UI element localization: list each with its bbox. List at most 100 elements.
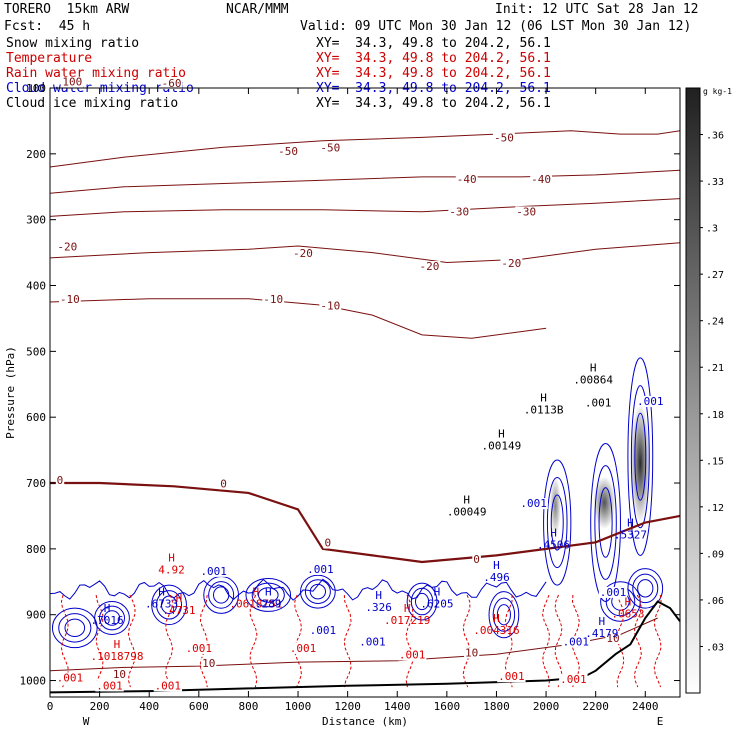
x-tick-label: 2400: [632, 700, 659, 713]
isotherm-line: [49, 242, 681, 264]
contour-label: .001: [359, 635, 386, 648]
contour-label-bg: [323, 537, 333, 549]
colorbar-tick-label: .27: [706, 270, 724, 281]
rain-water-contour: [294, 594, 303, 688]
contour-labels: -50 -50 -50 -40 -40 -30 -30 -20 -20 -20 -20 -10 -10 -…: [55, 76, 665, 692]
rain-water-contour: [199, 594, 208, 688]
rain-water-contour: [165, 594, 174, 688]
cloud-water-contour: [103, 610, 121, 626]
max-marker: H: [158, 586, 165, 599]
contour-label: .001: [290, 642, 317, 655]
max-value-label: .326: [365, 601, 392, 614]
cloud-water-contour: [410, 587, 434, 616]
contour-label: -20: [293, 247, 313, 260]
max-marker: H: [599, 615, 606, 628]
contour-label-bg: [277, 145, 300, 157]
contour-label: .001: [498, 670, 525, 683]
contour-label: -10: [60, 293, 80, 306]
contour-label: .001: [307, 563, 334, 576]
max-marker: H: [498, 428, 505, 441]
x-tick-label: 1200: [334, 700, 361, 713]
colorbar-tick-label: .36: [706, 131, 724, 142]
contour-label-bg: [262, 293, 285, 305]
snow-shade-column: [549, 476, 561, 536]
max-marker: H: [550, 526, 557, 539]
plot-frame: [49, 87, 681, 698]
max-marker: H: [434, 586, 441, 599]
colorbar-tick-label: .21: [706, 363, 724, 374]
max-value-label: .6733: [145, 598, 178, 611]
east-label: E: [657, 715, 664, 728]
contour-label-bg: [583, 397, 613, 409]
isotherm-line: [49, 169, 681, 194]
contour-label: .001: [563, 635, 590, 648]
max-value-label: .00049: [447, 505, 487, 518]
y-tick-label: 200: [26, 148, 46, 161]
max-value-label: 4.92: [158, 563, 185, 576]
contour-label-bg: [55, 672, 85, 684]
contour-label-bg: [598, 586, 628, 598]
max-marker: H: [265, 586, 272, 599]
isotherm-line: [49, 198, 681, 217]
contour-label: .001: [585, 396, 612, 409]
x-tick-label: 0: [47, 700, 54, 713]
max-value-label: .0113B: [524, 403, 564, 416]
contour-label: .001: [520, 497, 547, 510]
contour-label: .001: [399, 648, 426, 661]
isotherm-line: [49, 130, 681, 168]
contour-label-bg: [219, 478, 228, 490]
cloud-water-contour: [208, 581, 235, 609]
org-label: NCAR/MMM: [226, 2, 289, 17]
max-value-label: .4731: [162, 604, 195, 617]
max-value-label: .7016: [90, 614, 123, 627]
max-marker: H: [590, 362, 597, 375]
contour-label-bg: [201, 658, 217, 670]
colorbar-tick-label: .33: [706, 177, 724, 188]
legend-field-xy: XY= 34.3, 49.8 to 204.2, 56.1: [316, 66, 551, 81]
max-marker: H: [404, 602, 411, 615]
isotherm-line: [49, 617, 658, 672]
contour-label: 100: [62, 76, 82, 89]
contour-label: .001: [560, 673, 587, 686]
contour-label: 10: [606, 632, 619, 645]
contour-label: -40: [457, 173, 477, 186]
contour-label: -50: [320, 142, 340, 155]
cloud-water-contour: [488, 591, 520, 639]
y-tick-label: 800: [26, 543, 46, 556]
contour-label-bg: [160, 78, 183, 90]
y-tick-label: 700: [26, 477, 46, 490]
contour-label: -20: [57, 240, 77, 253]
contour-label: 0: [473, 553, 480, 566]
contour-label-bg: [153, 680, 183, 692]
cloud-water-contour: [414, 592, 430, 611]
contour-label-bg: [500, 257, 523, 269]
cloud-water-contour: [634, 412, 647, 501]
max-marker: H: [168, 551, 175, 564]
max-marker: H: [114, 638, 121, 651]
cloud-water-contour: [550, 494, 564, 551]
contour-label-bg: [319, 300, 342, 312]
rain-water-contour: [343, 594, 352, 688]
contour-label-bg: [605, 633, 621, 645]
max-value-label: .6205: [420, 598, 453, 611]
max-marker: H: [176, 592, 183, 605]
rain-water-contour: [616, 594, 625, 688]
max-value-label: .5327: [614, 528, 647, 541]
contour-label: -30: [449, 205, 469, 218]
cloud-water-contour: [630, 385, 650, 529]
max-value-label: .00149: [482, 440, 522, 453]
forecast-hour: Fcst: 45 h: [4, 19, 91, 34]
max-marker: H: [625, 595, 632, 608]
cloud-water-contour: [594, 465, 617, 580]
contour-label: -20: [420, 260, 440, 273]
contour-label-bg: [61, 76, 84, 88]
y-axis-label: Pressure (hPa): [4, 346, 17, 439]
contour-label-bg: [111, 669, 128, 681]
max-marker: H: [493, 559, 500, 572]
cloud-water-contour: [257, 587, 279, 603]
x-tick-label: 1400: [384, 700, 411, 713]
x-axis-label: Distance (km): [322, 715, 408, 728]
cloud-water-contour: [406, 582, 438, 621]
max-value-label: .017219: [384, 614, 430, 627]
contour-label: -30: [516, 205, 536, 218]
